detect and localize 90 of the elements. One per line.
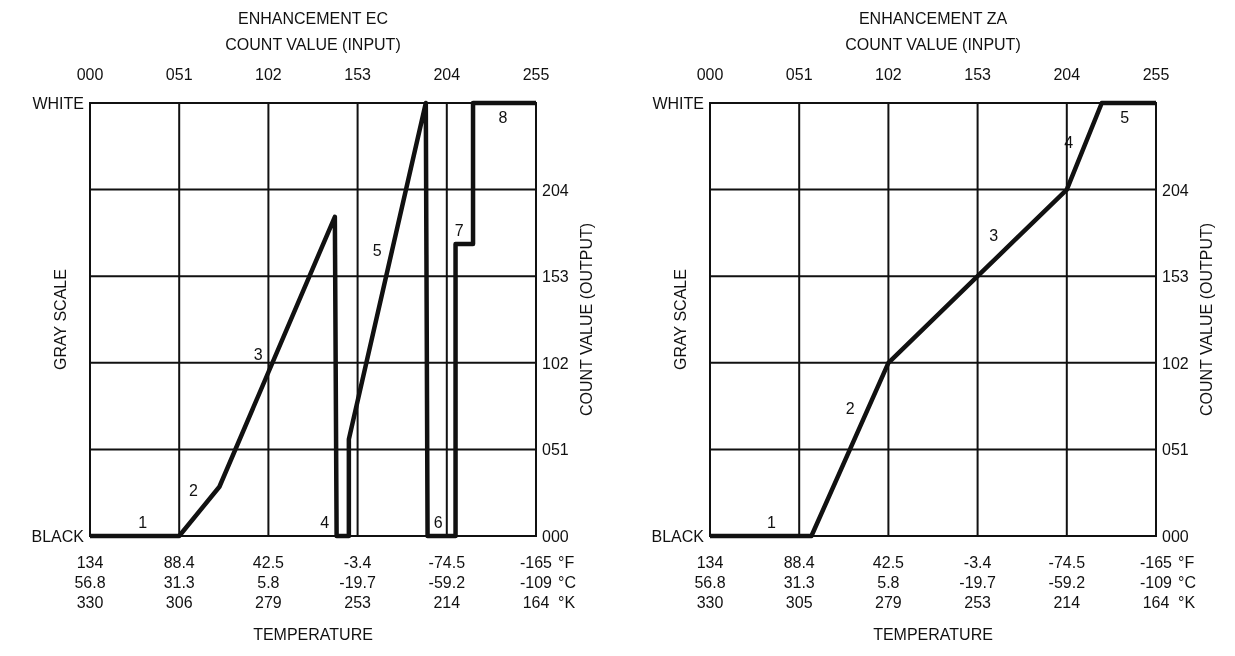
text: -3.4 xyxy=(963,554,992,571)
text: 253 xyxy=(344,594,372,611)
text: GRAY SCALE xyxy=(52,269,69,370)
text: TEMPERATURE xyxy=(253,626,373,643)
text: -19.7 xyxy=(959,574,996,591)
text: 279 xyxy=(875,594,902,611)
x-tick-label: 153 xyxy=(344,66,372,83)
text: 134 xyxy=(76,554,104,571)
text: °C xyxy=(558,574,576,591)
chart-title: ENHANCEMENT EC xyxy=(238,10,388,27)
text: 56.8 xyxy=(74,574,106,591)
text: 279 xyxy=(255,594,282,611)
text: -74.5 xyxy=(1048,554,1086,571)
y-tick-label: 153 xyxy=(1162,268,1189,286)
text: 214 xyxy=(1053,594,1081,611)
y-tick-label: 102 xyxy=(542,354,569,372)
annotation: 3 xyxy=(253,345,263,363)
text: 31.3 xyxy=(783,574,815,591)
text: -19.7 xyxy=(339,574,376,591)
text: °K xyxy=(558,594,576,611)
y-tick-label: 051 xyxy=(1162,441,1189,459)
x-tick-label: 204 xyxy=(433,66,461,83)
text: 253 xyxy=(964,594,992,611)
x-tick-label: 051 xyxy=(785,66,813,83)
text: WHITE xyxy=(32,95,84,112)
y-tick-label: 204 xyxy=(1162,181,1189,199)
annotation: 8 xyxy=(498,109,508,126)
text: 56.8 xyxy=(694,574,726,591)
text: 305 xyxy=(785,594,813,611)
text: 31.3 xyxy=(163,574,195,591)
text: 164 xyxy=(1142,594,1170,611)
x-tick-label: 102 xyxy=(255,66,282,83)
x-tick-label: 000 xyxy=(76,66,104,83)
text: BLACK xyxy=(651,528,705,545)
y-tick-label: 153 xyxy=(542,268,569,286)
annotation: 7 xyxy=(454,221,464,239)
y-tick-label: 000 xyxy=(542,528,569,545)
text: TEMPERATURE xyxy=(873,626,993,643)
y-tick-label: 000 xyxy=(1162,528,1189,545)
y-tick-label: 102 xyxy=(1162,354,1189,372)
text: 5.8 xyxy=(877,574,900,591)
text: GRAY SCALE xyxy=(672,269,689,370)
text: -59.2 xyxy=(428,574,466,591)
annotation: 2 xyxy=(188,481,198,499)
text: -109 xyxy=(1139,574,1173,591)
text: -109 xyxy=(519,574,553,591)
x-axis-title: COUNT VALUE (INPUT) xyxy=(845,36,1021,53)
text: 5.8 xyxy=(257,574,280,591)
text: -3.4 xyxy=(343,554,372,571)
x-tick-label: 204 xyxy=(1053,66,1081,83)
text: 42.5 xyxy=(872,554,905,571)
text: -74.5 xyxy=(428,554,466,571)
annotation: 2 xyxy=(845,400,855,418)
annotation: 6 xyxy=(433,514,443,531)
text: 330 xyxy=(696,594,724,611)
x-tick-label: 000 xyxy=(696,66,724,83)
text: 306 xyxy=(165,594,193,611)
annotation: 1 xyxy=(138,514,148,531)
text: -59.2 xyxy=(1048,574,1086,591)
y-axis-title: COUNT VALUE (OUTPUT) xyxy=(578,222,595,417)
chart-title: ENHANCEMENT ZA xyxy=(858,10,1008,27)
annotation: 4 xyxy=(320,514,330,531)
text: °F xyxy=(1178,554,1195,571)
annotation: 1 xyxy=(767,514,777,531)
text: 42.5 xyxy=(252,554,285,571)
annotation: 5 xyxy=(372,242,382,260)
text: WHITE xyxy=(652,95,704,112)
text: -165 xyxy=(1139,554,1173,571)
text: -165 xyxy=(519,554,553,571)
text: °K xyxy=(1178,594,1196,611)
text: BLACK xyxy=(31,528,85,545)
x-tick-label: 153 xyxy=(964,66,992,83)
x-tick-label: 255 xyxy=(1142,66,1170,83)
text: 214 xyxy=(433,594,461,611)
text: 88.4 xyxy=(783,554,815,571)
x-axis-title: COUNT VALUE (INPUT) xyxy=(225,36,401,53)
y-axis-title: COUNT VALUE (OUTPUT) xyxy=(1198,222,1215,417)
x-tick-label: 051 xyxy=(165,66,193,83)
y-tick-label: 204 xyxy=(542,181,569,199)
text: 134 xyxy=(696,554,724,571)
text: 330 xyxy=(76,594,104,611)
text: °C xyxy=(1178,574,1196,591)
text: °F xyxy=(558,554,575,571)
x-tick-label: 255 xyxy=(522,66,550,83)
x-tick-label: 102 xyxy=(875,66,902,83)
y-tick-label: 051 xyxy=(542,441,569,459)
annotation: 5 xyxy=(1120,109,1130,126)
text: 164 xyxy=(522,594,550,611)
text: 88.4 xyxy=(163,554,195,571)
annotation: 3 xyxy=(989,227,999,245)
